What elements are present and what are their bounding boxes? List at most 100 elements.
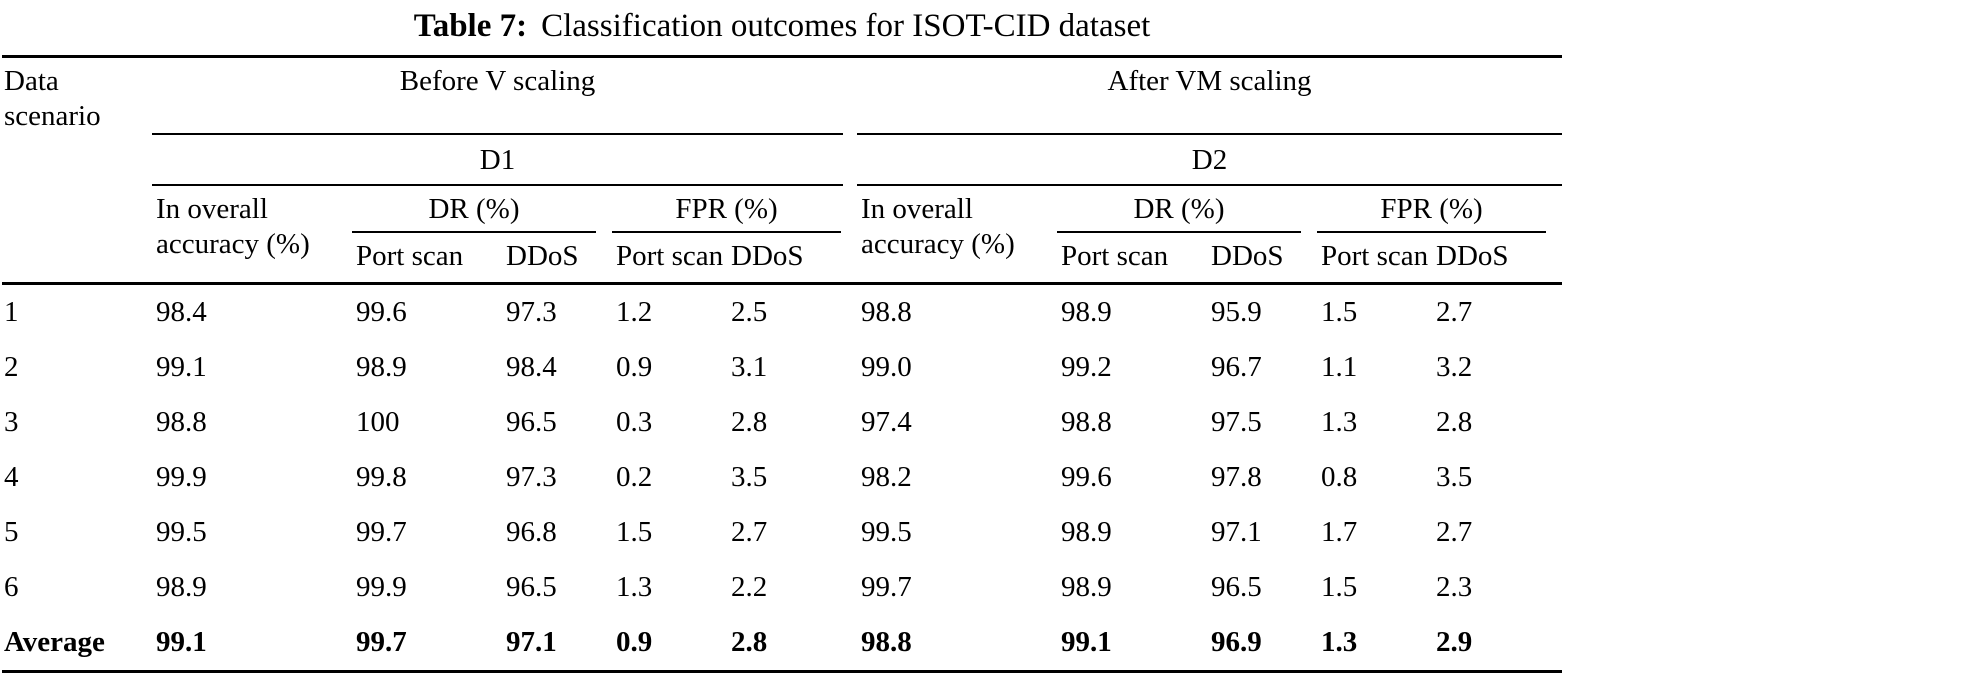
table-header: Data scenario Before V scaling After VM … [2, 56, 1563, 285]
header-row-attacks: Port scan DDoS Port scan DDoS Port scan … [2, 233, 1563, 285]
value-cell: 98.8 [861, 626, 912, 658]
value-cell: 97.5 [1211, 406, 1262, 438]
value-cell: 99.1 [156, 351, 207, 383]
table-caption-label: Table 7: [413, 8, 528, 44]
value-cell: 98.9 [156, 571, 207, 603]
header-dataset-d2-label: D2 [857, 135, 1563, 186]
value-cell: 98.9 [356, 351, 407, 383]
value-cell: 99.9 [356, 571, 407, 603]
header-dataset-d1: D1 [152, 135, 857, 186]
value-cell: 97.1 [1211, 516, 1262, 548]
header-dr-d1: DR (%) [352, 186, 612, 233]
header-portscan-fpr-d2: Port scan [1317, 233, 1432, 285]
header-ddos-dr-d2: DDoS [1207, 233, 1317, 285]
table-row: 5 99.5 99.7 96.8 1.5 2.7 99.5 98.9 97.1 … [2, 505, 1562, 560]
value-cell: 2.5 [731, 296, 768, 328]
value-cell: 97.1 [506, 626, 557, 658]
value-cell: 2.8 [1436, 406, 1473, 438]
value-cell: 1.1 [1321, 351, 1358, 383]
table-row: 6 98.9 99.9 96.5 1.3 2.2 99.7 98.9 96.5 … [2, 560, 1562, 615]
value-cell: 2.2 [731, 571, 768, 603]
header-dataset-d2: D2 [857, 135, 1563, 186]
scenario-cell: 6 [4, 571, 19, 603]
value-cell: 99.9 [156, 461, 207, 493]
value-cell: 97.8 [1211, 461, 1262, 493]
value-cell: 2.7 [1436, 296, 1473, 328]
value-cell: 0.3 [616, 406, 653, 438]
header-fpr-d1: FPR (%) [612, 186, 857, 233]
table-row-average: Average 99.1 99.7 97.1 0.9 2.8 98.8 99.1… [2, 615, 1562, 672]
header-fpr-d2-label: FPR (%) [1317, 186, 1547, 233]
value-cell: 99.6 [1061, 461, 1112, 493]
value-cell: 99.7 [356, 516, 407, 548]
value-cell: 96.7 [1211, 351, 1262, 383]
value-cell: 1.3 [1321, 626, 1358, 658]
value-cell: 96.8 [506, 516, 557, 548]
value-cell: 0.9 [616, 626, 653, 658]
header-dr-d2: DR (%) [1057, 186, 1317, 233]
value-cell: 99.8 [356, 461, 407, 493]
value-cell: 3.5 [1436, 461, 1473, 493]
header-portscan-fpr-d1: Port scan [612, 233, 727, 285]
scenario-cell: Average [4, 626, 105, 658]
value-cell: 1.5 [1321, 296, 1358, 328]
value-cell: 96.5 [506, 571, 557, 603]
value-cell: 1.3 [616, 571, 653, 603]
header-dr-d1-label: DR (%) [352, 186, 596, 233]
paper-page: Table 7: Classification outcomes for ISOT… [2, 2, 1563, 673]
value-cell: 1.3 [1321, 406, 1358, 438]
value-cell: 98.4 [506, 351, 557, 383]
value-cell: 99.7 [356, 626, 407, 658]
value-cell: 97.3 [506, 296, 557, 328]
value-cell: 99.2 [1061, 351, 1112, 383]
value-cell: 99.0 [861, 351, 912, 383]
value-cell: 95.9 [1211, 296, 1262, 328]
value-cell: 96.5 [506, 406, 557, 438]
value-cell: 3.2 [1436, 351, 1473, 383]
scenario-cell: 1 [4, 296, 19, 328]
value-cell: 98.9 [1061, 571, 1112, 603]
value-cell: 2.8 [731, 626, 768, 658]
value-cell: 98.4 [156, 296, 207, 328]
table-body: 1 98.4 99.6 97.3 1.2 2.5 98.8 98.9 95.9 … [2, 284, 1562, 672]
header-accuracy-d2: In overall accuracy (%) [857, 186, 1057, 285]
value-cell: 100 [356, 406, 400, 438]
header-fpr-d2: FPR (%) [1317, 186, 1562, 233]
scenario-cell: 4 [4, 461, 19, 493]
table-caption: Table 7: Classification outcomes for ISOT… [2, 2, 1562, 55]
header-row-metrics: In overall accuracy (%) DR (%) FPR (%) I… [2, 186, 1562, 285]
value-cell: 2.7 [1436, 516, 1473, 548]
classification-results-table: Data scenario Before V scaling After VM … [2, 55, 1563, 673]
value-cell: 2.8 [731, 406, 768, 438]
scenario-cell: 5 [4, 516, 19, 548]
header-fpr-d1-label: FPR (%) [612, 186, 841, 233]
value-cell: 99.5 [156, 516, 207, 548]
header-dr-d2-label: DR (%) [1057, 186, 1301, 233]
value-cell: 0.9 [616, 351, 653, 383]
value-cell: 99.7 [861, 571, 912, 603]
value-cell: 99.1 [156, 626, 207, 658]
value-cell: 96.9 [1211, 626, 1262, 658]
value-cell: 97.4 [861, 406, 912, 438]
value-cell: 99.6 [356, 296, 407, 328]
header-ddos-fpr-d1: DDoS [727, 233, 857, 285]
value-cell: 98.8 [861, 296, 912, 328]
value-cell: 98.8 [156, 406, 207, 438]
value-cell: 1.5 [1321, 571, 1358, 603]
table-row: 2 99.1 98.9 98.4 0.9 3.1 99.0 99.2 96.7 … [2, 340, 1562, 395]
value-cell: 2.9 [1436, 626, 1473, 658]
header-after-scaling: After VM scaling [857, 57, 1563, 135]
value-cell: 1.7 [1321, 516, 1358, 548]
header-portscan-dr-d1: Port scan [352, 233, 502, 285]
value-cell: 0.8 [1321, 461, 1358, 493]
value-cell: 99.1 [1061, 626, 1112, 658]
value-cell: 2.3 [1436, 571, 1473, 603]
value-cell: 3.1 [731, 351, 768, 383]
header-data-scenario: Data scenario [2, 56, 152, 285]
table-caption-text: Classification outcomes for ISOT-CID dat… [541, 8, 1151, 44]
header-accuracy-d1: In overall accuracy (%) [152, 186, 352, 285]
header-row-datasets: D1 D2 [2, 135, 1563, 186]
table-row: 3 98.8 100 96.5 0.3 2.8 97.4 98.8 97.5 1… [2, 395, 1562, 450]
header-row-groups: Data scenario Before V scaling After VM … [2, 56, 1563, 285]
value-cell: 98.2 [861, 461, 912, 493]
